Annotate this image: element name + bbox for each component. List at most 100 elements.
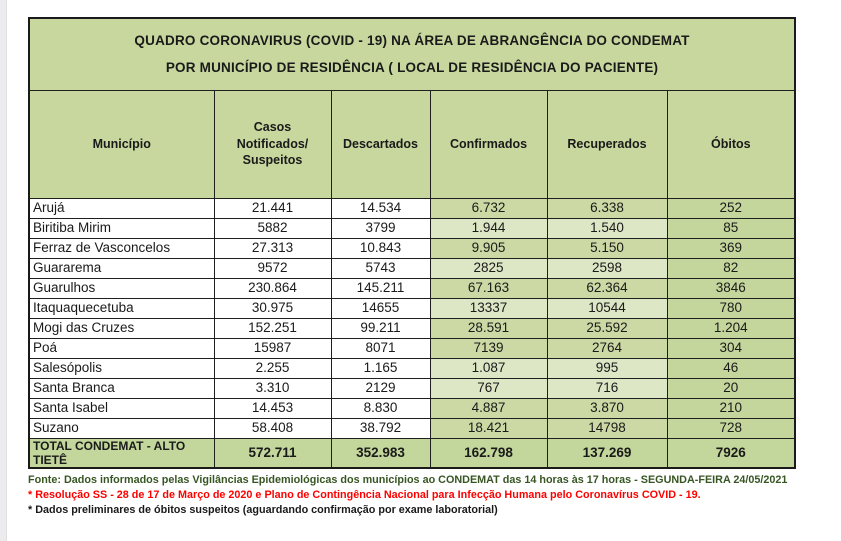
covid-table: QUADRO CORONAVIRUS (COVID - 19) NA ÁREA … bbox=[28, 17, 797, 469]
cell-confirmados: 6.732 bbox=[429, 197, 548, 219]
cell-obitos: 1.204 bbox=[666, 317, 796, 339]
left-gutter-strip bbox=[0, 0, 7, 541]
total-obitos: 7926 bbox=[666, 437, 796, 468]
cell-obitos: 85 bbox=[666, 217, 796, 239]
cell-descartados: 99.211 bbox=[330, 317, 431, 339]
cell-recuperados: 14798 bbox=[546, 417, 668, 439]
footer-notes: Fonte: Dados informados pelas Vigilância… bbox=[28, 473, 828, 518]
cell-casos: 27.313 bbox=[213, 237, 332, 259]
cell-descartados: 3799 bbox=[330, 217, 431, 239]
cell-confirmados: 1.944 bbox=[429, 217, 548, 239]
total-recuperados: 137.269 bbox=[546, 437, 668, 468]
cell-descartados: 1.165 bbox=[330, 357, 431, 379]
cell-casos: 14.453 bbox=[213, 397, 332, 419]
preliminary-note: * Dados preliminares de óbitos suspeitos… bbox=[28, 503, 498, 516]
cell-casos: 3.310 bbox=[213, 377, 332, 399]
table-title: QUADRO CORONAVIRUS (COVID - 19) NA ÁREA … bbox=[28, 17, 796, 91]
cell-municipio: Itaquaquecetuba bbox=[28, 297, 215, 319]
cell-descartados: 14655 bbox=[330, 297, 431, 319]
title-row: QUADRO CORONAVIRUS (COVID - 19) NA ÁREA … bbox=[28, 17, 796, 91]
table-row: Biritiba Mirim 5882 3799 1.944 1.540 85 bbox=[28, 217, 796, 239]
cell-municipio: Salesópolis bbox=[28, 357, 215, 379]
total-casos: 572.711 bbox=[213, 437, 332, 468]
cell-casos: 2.255 bbox=[213, 357, 332, 379]
table-title-line1: QUADRO CORONAVIRUS (COVID - 19) NA ÁREA … bbox=[134, 33, 690, 49]
cell-confirmados: 28.591 bbox=[429, 317, 548, 339]
cell-recuperados: 25.592 bbox=[546, 317, 668, 339]
cell-recuperados: 2764 bbox=[546, 337, 668, 359]
cell-casos: 15987 bbox=[213, 337, 332, 359]
table-row: Santa Isabel 14.453 8.830 4.887 3.870 210 bbox=[28, 397, 796, 419]
cell-descartados: 8071 bbox=[330, 337, 431, 359]
cell-casos: 9572 bbox=[213, 257, 332, 279]
table-row: Arujá 21.441 14.534 6.732 6.338 252 bbox=[28, 197, 796, 219]
covid-bulletin: QUADRO CORONAVIRUS (COVID - 19) NA ÁREA … bbox=[28, 17, 828, 518]
col-header-casos: Casos Notificados/ Suspeitos bbox=[213, 89, 332, 199]
cell-obitos: 210 bbox=[666, 397, 796, 419]
cell-obitos: 46 bbox=[666, 357, 796, 379]
cell-confirmados: 9.905 bbox=[429, 237, 548, 259]
cell-recuperados: 2598 bbox=[546, 257, 668, 279]
cell-municipio: Guarulhos bbox=[28, 277, 215, 299]
table-row: Guarulhos 230.864 145.211 67.163 62.364 3846 bbox=[28, 277, 796, 299]
table-row: Poá 15987 8071 7139 2764 304 bbox=[28, 337, 796, 359]
cell-confirmados: 4.887 bbox=[429, 397, 548, 419]
cell-confirmados: 7139 bbox=[429, 337, 548, 359]
cell-confirmados: 1.087 bbox=[429, 357, 548, 379]
cell-obitos: 20 bbox=[666, 377, 796, 399]
table-row: Santa Branca 3.310 2129 767 716 20 bbox=[28, 377, 796, 399]
cell-municipio: Poá bbox=[28, 337, 215, 359]
cell-descartados: 38.792 bbox=[330, 417, 431, 439]
col-header-recuperados: Recuperados bbox=[546, 89, 668, 199]
cell-confirmados: 18.421 bbox=[429, 417, 548, 439]
cell-confirmados: 2825 bbox=[429, 257, 548, 279]
cell-recuperados: 6.338 bbox=[546, 197, 668, 219]
cell-municipio: Santa Isabel bbox=[28, 397, 215, 419]
cell-municipio: Biritiba Mirim bbox=[28, 217, 215, 239]
table-title-line2: POR MUNICÍPIO DE RESIDÊNCIA ( LOCAL DE R… bbox=[165, 60, 659, 76]
cell-municipio: Santa Branca bbox=[28, 377, 215, 399]
table-row: Suzano 58.408 38.792 18.421 14798 728 bbox=[28, 417, 796, 439]
table-row: Itaquaquecetuba 30.975 14655 13337 10544 780 bbox=[28, 297, 796, 319]
total-descartados: 352.983 bbox=[330, 437, 431, 468]
cell-municipio: Suzano bbox=[28, 417, 215, 439]
table-row: Salesópolis 2.255 1.165 1.087 995 46 bbox=[28, 357, 796, 379]
cell-recuperados: 995 bbox=[546, 357, 668, 379]
cell-obitos: 728 bbox=[666, 417, 796, 439]
cell-obitos: 3846 bbox=[666, 277, 796, 299]
cell-casos: 5882 bbox=[213, 217, 332, 239]
cell-recuperados: 716 bbox=[546, 377, 668, 399]
cell-confirmados: 767 bbox=[429, 377, 548, 399]
cell-recuperados: 3.870 bbox=[546, 397, 668, 419]
resolution-note: * Resolução SS - 28 de 17 de Março de 20… bbox=[28, 488, 701, 501]
total-confirmados: 162.798 bbox=[429, 437, 548, 468]
cell-obitos: 780 bbox=[666, 297, 796, 319]
cell-recuperados: 10544 bbox=[546, 297, 668, 319]
cell-casos: 230.864 bbox=[213, 277, 332, 299]
cell-recuperados: 1.540 bbox=[546, 217, 668, 239]
cell-confirmados: 67.163 bbox=[429, 277, 548, 299]
column-header-row: Município Casos Notificados/ Suspeitos D… bbox=[28, 89, 796, 199]
cell-descartados: 2129 bbox=[330, 377, 431, 399]
col-header-municipio: Município bbox=[28, 89, 215, 199]
cell-casos: 58.408 bbox=[213, 417, 332, 439]
cell-municipio: Ferraz de Vasconcelos bbox=[28, 237, 215, 259]
source-note: Fonte: Dados informados pelas Vigilância… bbox=[28, 473, 788, 486]
cell-casos: 30.975 bbox=[213, 297, 332, 319]
cell-recuperados: 62.364 bbox=[546, 277, 668, 299]
cell-descartados: 5743 bbox=[330, 257, 431, 279]
cell-municipio: Guararema bbox=[28, 257, 215, 279]
total-label: TOTAL CONDEMAT - ALTO TIETÊ bbox=[28, 437, 215, 468]
cell-municipio: Mogi das Cruzes bbox=[28, 317, 215, 339]
col-header-obitos: Óbitos bbox=[666, 89, 796, 199]
cell-casos: 152.251 bbox=[213, 317, 332, 339]
table-row: Mogi das Cruzes 152.251 99.211 28.591 25.592… bbox=[28, 317, 796, 339]
cell-obitos: 369 bbox=[666, 237, 796, 259]
cell-descartados: 14.534 bbox=[330, 197, 431, 219]
cell-obitos: 252 bbox=[666, 197, 796, 219]
cell-recuperados: 5.150 bbox=[546, 237, 668, 259]
total-row: TOTAL CONDEMAT - ALTO TIETÊ 572.711 352.… bbox=[28, 437, 796, 468]
col-header-descartados: Descartados bbox=[330, 89, 431, 199]
cell-obitos: 82 bbox=[666, 257, 796, 279]
cell-municipio: Arujá bbox=[28, 197, 215, 219]
